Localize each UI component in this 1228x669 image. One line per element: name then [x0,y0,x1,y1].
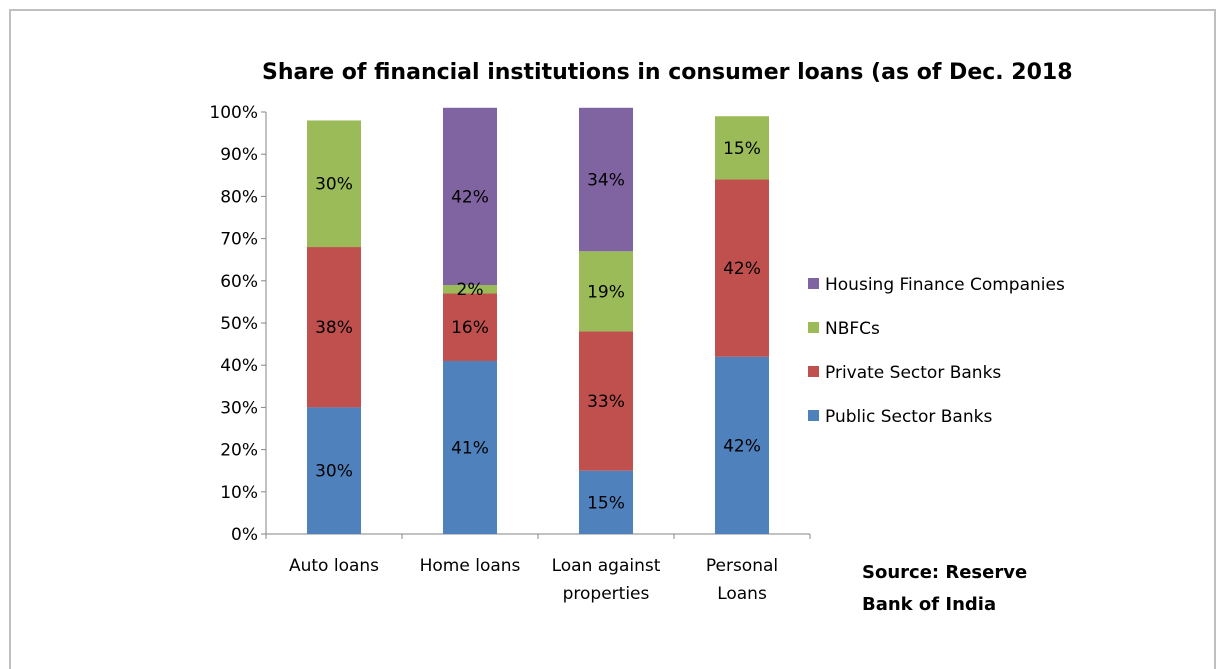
legend-label: Private Sector Banks [825,363,1001,383]
chart-title: Share of financial institutions in consu… [262,60,1073,85]
data-label: 2% [457,280,484,300]
bar-segment [443,107,497,286]
bar-segment [443,293,497,361]
y-tick-label: 10% [220,483,258,503]
legend-swatch [808,410,819,421]
y-tick-label: 30% [220,398,258,418]
y-tick-label: 40% [220,356,258,376]
y-tick-label: 100% [209,103,258,123]
bar-segment [443,285,497,294]
data-label: 42% [451,187,489,207]
legend-label: NBFCs [825,319,880,339]
bar-segment [579,331,633,471]
bar-segment [579,470,633,534]
bar-segment [579,107,633,252]
data-label: 30% [315,462,353,482]
legend: Housing Finance Companies NBFCs Private Se… [808,275,1065,427]
category-label: Home loans [420,556,521,576]
category-label: Loans [717,584,767,604]
category-label: properties [563,584,650,604]
legend-label: Public Sector Banks [825,407,992,427]
y-tick-label: 70% [220,230,258,250]
data-label: 30% [315,175,353,195]
legend-swatch [808,322,819,333]
chart-frame [9,9,1216,669]
bars [307,107,769,534]
data-label: 42% [723,436,761,456]
axes: 0% 10% 20% 30% 40% 50% 60% 70% 80% 90% 100% Auto lo… [209,103,811,604]
bar-segment [715,116,769,180]
y-tick-label: 20% [220,441,258,461]
data-label: 38% [315,318,353,338]
category-label: Personal [706,556,778,576]
data-label: 19% [587,282,625,302]
bar-segment [579,251,633,332]
source-line-2: Bank of India [862,594,996,615]
data-label: 34% [587,171,625,191]
bar-segment [307,407,361,534]
bar-segment [307,120,361,248]
y-tick-label: 50% [220,314,258,334]
legend-swatch [808,278,819,289]
data-label: 41% [451,438,489,458]
y-tick-label: 60% [220,272,258,292]
legend-label: Housing Finance Companies [825,275,1065,295]
data-label: 15% [723,139,761,159]
data-label: 16% [451,318,489,338]
bar-segment [715,179,769,357]
bar-segment [443,360,497,534]
y-tick-label: 0% [231,525,258,545]
data-label: 15% [587,493,625,513]
data-label: 42% [723,259,761,279]
data-label: 33% [587,392,625,412]
category-label: Loan against [552,556,661,576]
y-tick-label: 90% [220,145,258,165]
y-tick-label: 80% [220,187,258,207]
legend-swatch [808,366,819,377]
category-label: Auto loans [289,556,379,576]
data-labels: 30% 38% 30% 41% 16% 2% 42% 15% 33% 19% 34% 42% 42% 15… [315,139,761,513]
bar-segment [307,247,361,408]
bar-segment [715,356,769,534]
source-line-1: Source: Reserve [862,562,1027,583]
